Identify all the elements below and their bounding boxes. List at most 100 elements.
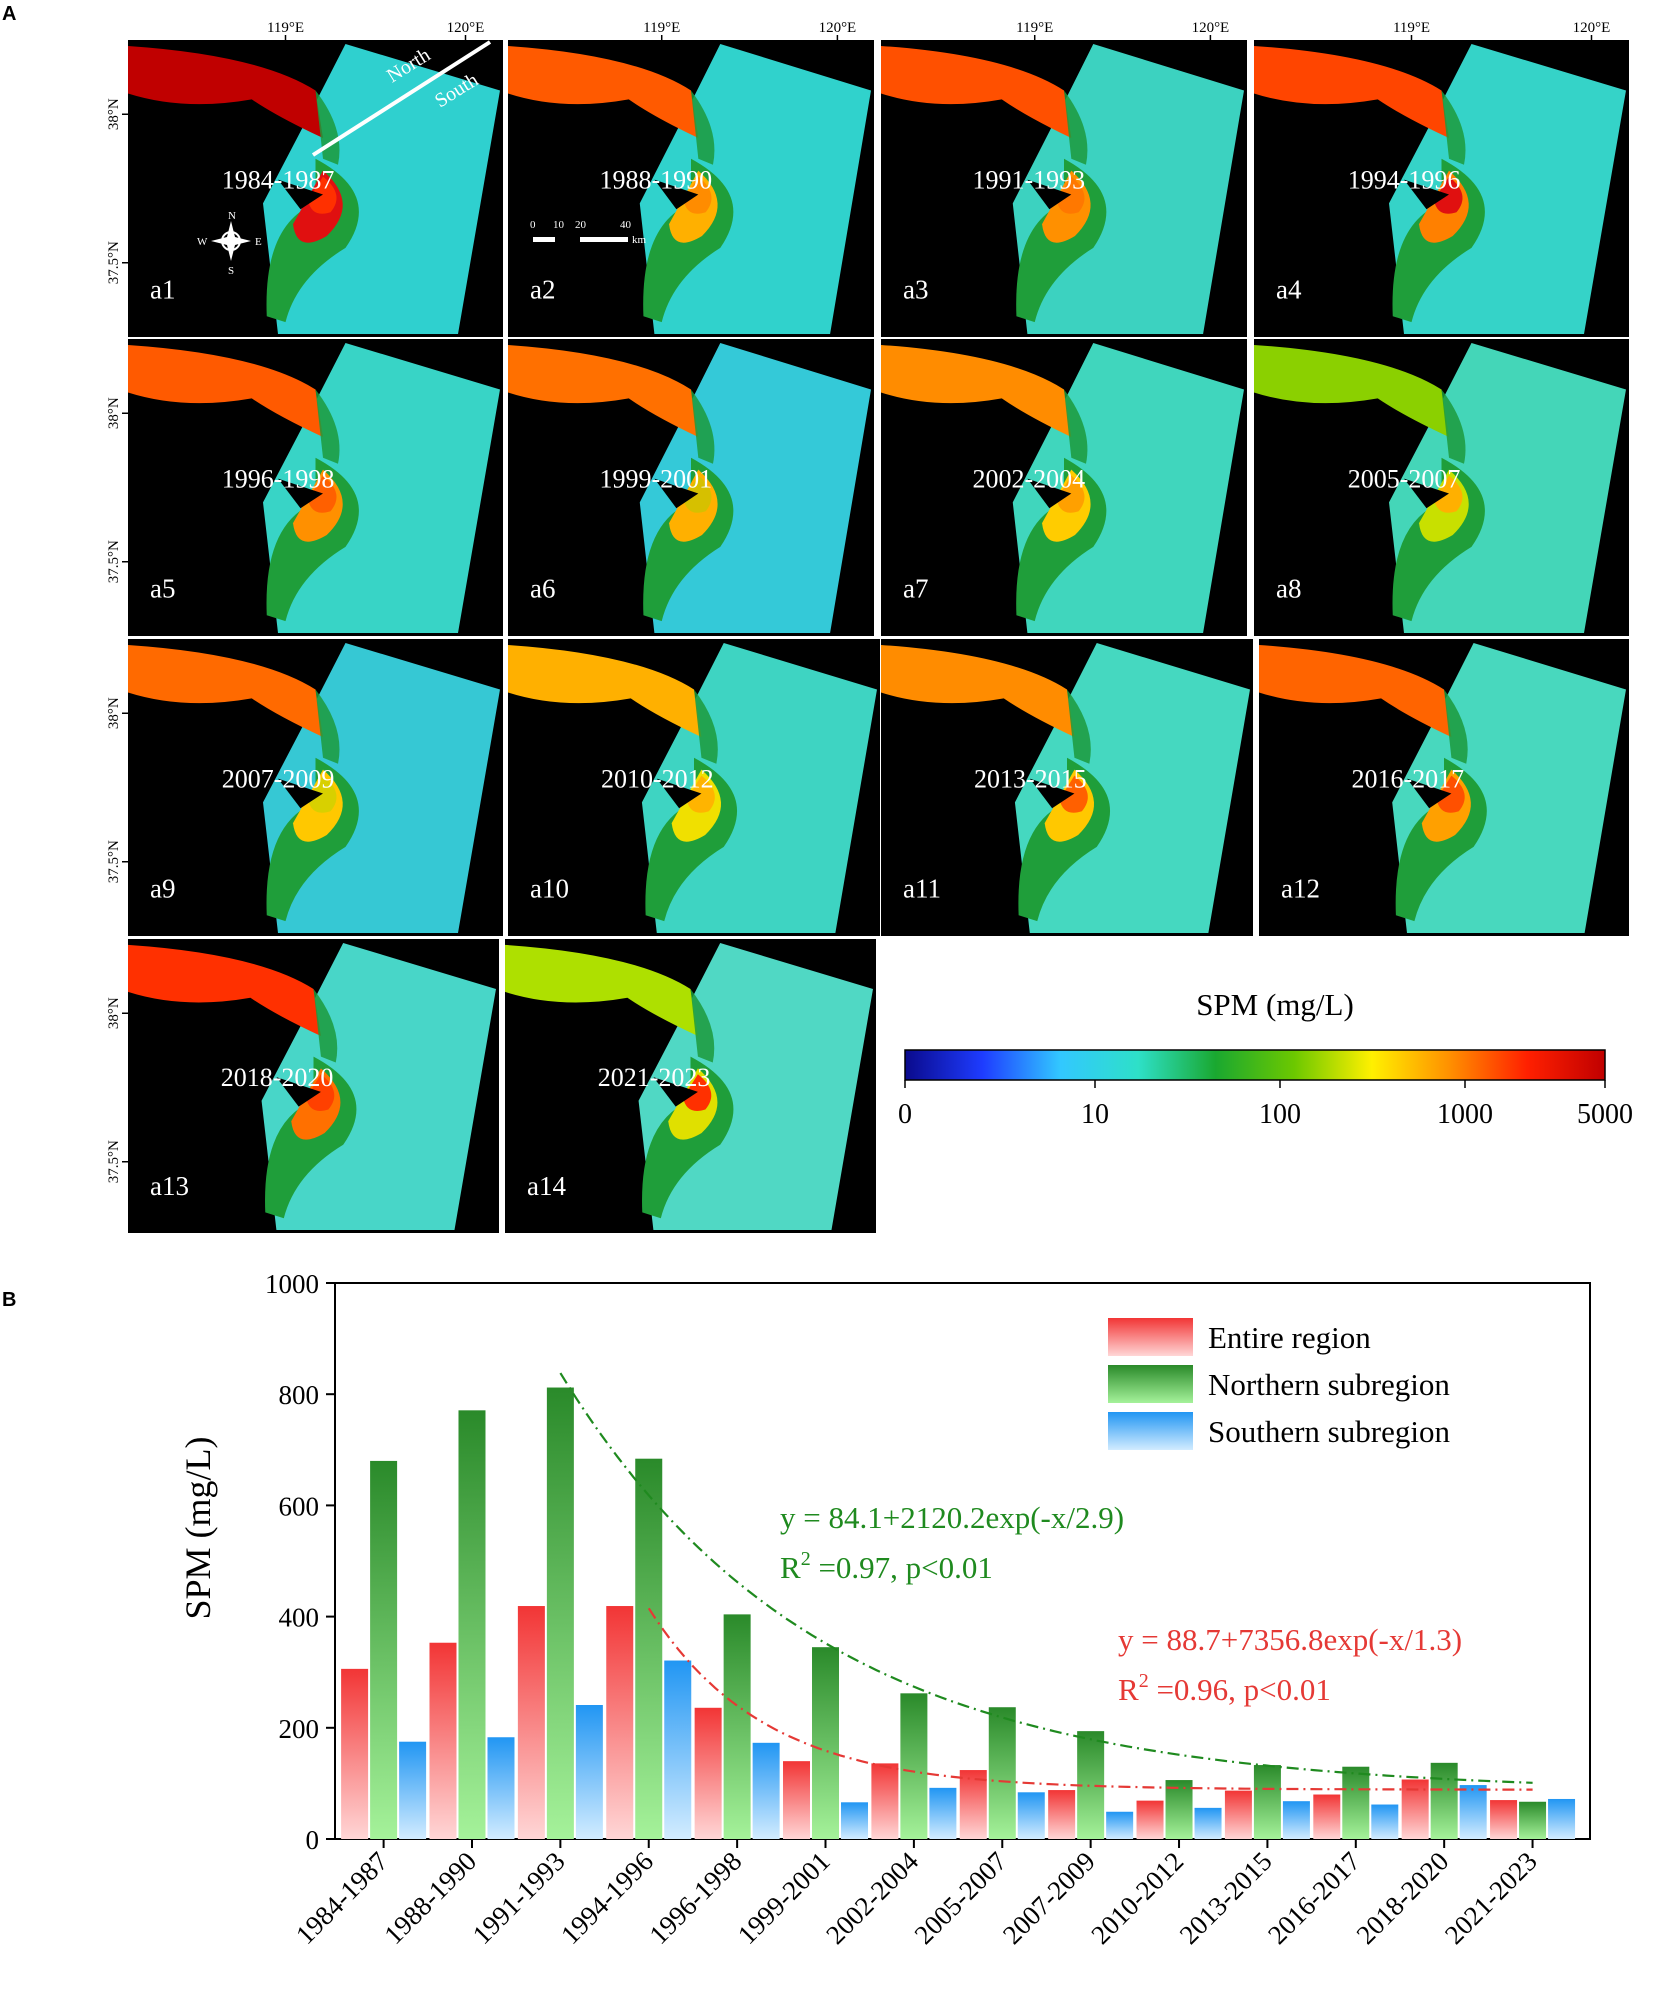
scale-bar: 0 10 20 40 km bbox=[530, 219, 647, 246]
bar-entire-region bbox=[517, 1606, 545, 1839]
bar-southern-subregion bbox=[575, 1705, 603, 1839]
x-tick-label: 1991-1993 bbox=[467, 1846, 571, 1950]
bar-southern-subregion bbox=[1194, 1807, 1222, 1839]
x-tick-label: 2002-2004 bbox=[820, 1846, 924, 1950]
bar-northern-subregion bbox=[1253, 1765, 1281, 1839]
map-period-label: 2021-2023 bbox=[598, 1063, 711, 1092]
bar-entire-region bbox=[1313, 1794, 1341, 1839]
colorbar-gradient bbox=[904, 1049, 1606, 1081]
scale-tick-0: 0 bbox=[530, 219, 536, 231]
latitude-label: 37.5°N bbox=[106, 540, 122, 583]
map-a1: 1984-1987 a1 bbox=[128, 40, 503, 337]
x-tick-label: 2016-2017 bbox=[1262, 1846, 1366, 1950]
map-id-label: a5 bbox=[150, 573, 175, 603]
legend-label: Northern subregion bbox=[1208, 1367, 1450, 1402]
bar-northern-subregion bbox=[723, 1614, 751, 1839]
map-a2: 1988-1990 a2 bbox=[508, 40, 874, 337]
fit-curves bbox=[559, 1372, 1533, 1791]
bar-northern-subregion bbox=[1342, 1766, 1370, 1839]
latitude-label: 37.5°N bbox=[106, 840, 122, 883]
map-a5: 1996-1998 a5 bbox=[128, 339, 503, 636]
compass-s: S bbox=[228, 265, 234, 277]
y-tick-label: 400 bbox=[279, 1603, 320, 1633]
scale-unit: km bbox=[632, 234, 647, 246]
bar-southern-subregion bbox=[1371, 1804, 1399, 1839]
bar-entire-region bbox=[959, 1770, 987, 1839]
longitude-labels: 119°E 120°E 119°E 120°E 119°E 120°E 119°E 120°E bbox=[267, 20, 1610, 40]
map-id-label: a3 bbox=[903, 274, 928, 304]
map-period-label: 1991-1993 bbox=[973, 166, 1086, 195]
x-tick-label: 2007-2009 bbox=[997, 1846, 1101, 1950]
map-id-label: a7 bbox=[903, 573, 928, 603]
map-id-label: a2 bbox=[530, 274, 555, 304]
colorbar-title: SPM (mg/L) bbox=[1196, 987, 1354, 1022]
compass-e: E bbox=[255, 236, 262, 248]
longitude-label: 120°E bbox=[819, 20, 857, 36]
bar-southern-subregion bbox=[752, 1742, 780, 1839]
map-period-label: 1999-2001 bbox=[600, 465, 713, 494]
x-tick-label: 1988-1990 bbox=[378, 1846, 482, 1950]
colorbar-tick-label: 0 bbox=[898, 1099, 912, 1130]
map-period-label: 1996-1998 bbox=[222, 465, 335, 494]
bar-entire-region bbox=[606, 1606, 634, 1839]
map-a10: 2010-2012 a10 bbox=[508, 639, 880, 936]
bar-southern-subregion bbox=[841, 1802, 869, 1839]
bar-northern-subregion bbox=[370, 1460, 398, 1839]
x-tick-label: 1994-1996 bbox=[555, 1846, 659, 1950]
colorbar-tick-label: 100 bbox=[1259, 1099, 1301, 1130]
map-id-label: a8 bbox=[1276, 573, 1301, 603]
map-a7: 2002-2004 a7 bbox=[881, 339, 1247, 636]
fit-r2: R2 =0.96, p<0.01 bbox=[1118, 1670, 1331, 1707]
x-tick-label: 2005-2007 bbox=[909, 1846, 1013, 1950]
map-id-label: a9 bbox=[150, 873, 175, 903]
latitude-label: 38°N bbox=[106, 397, 122, 429]
map-a4: 1994-1996 a4 bbox=[1254, 40, 1629, 337]
x-tick-label: 2018-2020 bbox=[1350, 1846, 1454, 1950]
longitude-label: 119°E bbox=[267, 20, 304, 36]
north-south-divider-line bbox=[311, 40, 492, 157]
x-tick-label: 1996-1998 bbox=[643, 1846, 747, 1950]
y-tick-label: 0 bbox=[306, 1825, 320, 1855]
bar-entire-region bbox=[429, 1642, 457, 1839]
bars bbox=[341, 1387, 1576, 1839]
legend-label: Southern subregion bbox=[1208, 1414, 1450, 1449]
map-a11: 2013-2015 a11 bbox=[881, 639, 1253, 936]
x-tick-label: 2013-2015 bbox=[1174, 1846, 1278, 1950]
bar-entire-region bbox=[694, 1707, 722, 1839]
compass-rose-icon: N S E W bbox=[197, 210, 262, 277]
map-id-label: a4 bbox=[1276, 274, 1302, 304]
latitude-label: 38°N bbox=[106, 697, 122, 729]
spm-bar-chart: 0 200 400 600 800 1000 1984-19871988-19901991-… bbox=[178, 1269, 1591, 1950]
map-a13: 2018-2020 a13 bbox=[128, 939, 499, 1233]
bar-entire-region bbox=[341, 1668, 369, 1839]
y-axis-label: SPM (mg/L) bbox=[178, 1436, 218, 1619]
colorbar: SPM (mg/L) 0 10 100 1000 5000 bbox=[898, 987, 1633, 1130]
map-period-label: 2002-2004 bbox=[973, 465, 1086, 494]
map-id-label: a10 bbox=[530, 873, 569, 903]
longitude-label: 120°E bbox=[1192, 20, 1230, 36]
x-tick-label: 2010-2012 bbox=[1085, 1846, 1189, 1950]
compass-n: N bbox=[228, 210, 236, 222]
longitude-label: 119°E bbox=[1393, 20, 1430, 36]
map-a9: 2007-2009 a9 bbox=[128, 639, 503, 936]
bar-northern-subregion bbox=[458, 1410, 486, 1839]
y-tick-label: 1000 bbox=[265, 1269, 319, 1299]
bar-southern-subregion bbox=[929, 1787, 957, 1839]
x-tick-label: 1984-1987 bbox=[290, 1846, 394, 1950]
bar-entire-region bbox=[1136, 1800, 1164, 1839]
bar-northern-subregion bbox=[1519, 1801, 1547, 1839]
map-id-label: a13 bbox=[150, 1171, 189, 1201]
x-tick-label: 2021-2023 bbox=[1439, 1846, 1543, 1950]
y-tick-label: 800 bbox=[279, 1380, 320, 1410]
bar-entire-region bbox=[871, 1763, 899, 1839]
fit-curve-1 bbox=[647, 1607, 1533, 1791]
bar-northern-subregion bbox=[1430, 1762, 1458, 1839]
bar-southern-subregion bbox=[399, 1741, 427, 1839]
map-a3: 1991-1993 a3 bbox=[881, 40, 1247, 337]
bar-northern-subregion bbox=[812, 1647, 840, 1839]
scale-tick-20: 20 bbox=[575, 219, 587, 231]
map-id-label: a14 bbox=[527, 1171, 566, 1201]
map-grid: 1984-1987 a1 1988-1990 a2 1991-1993 a3 1994-19… bbox=[128, 40, 1629, 1233]
map-period-label: 2016-2017 bbox=[1352, 765, 1465, 794]
map-period-label: 2005-2007 bbox=[1348, 465, 1461, 494]
